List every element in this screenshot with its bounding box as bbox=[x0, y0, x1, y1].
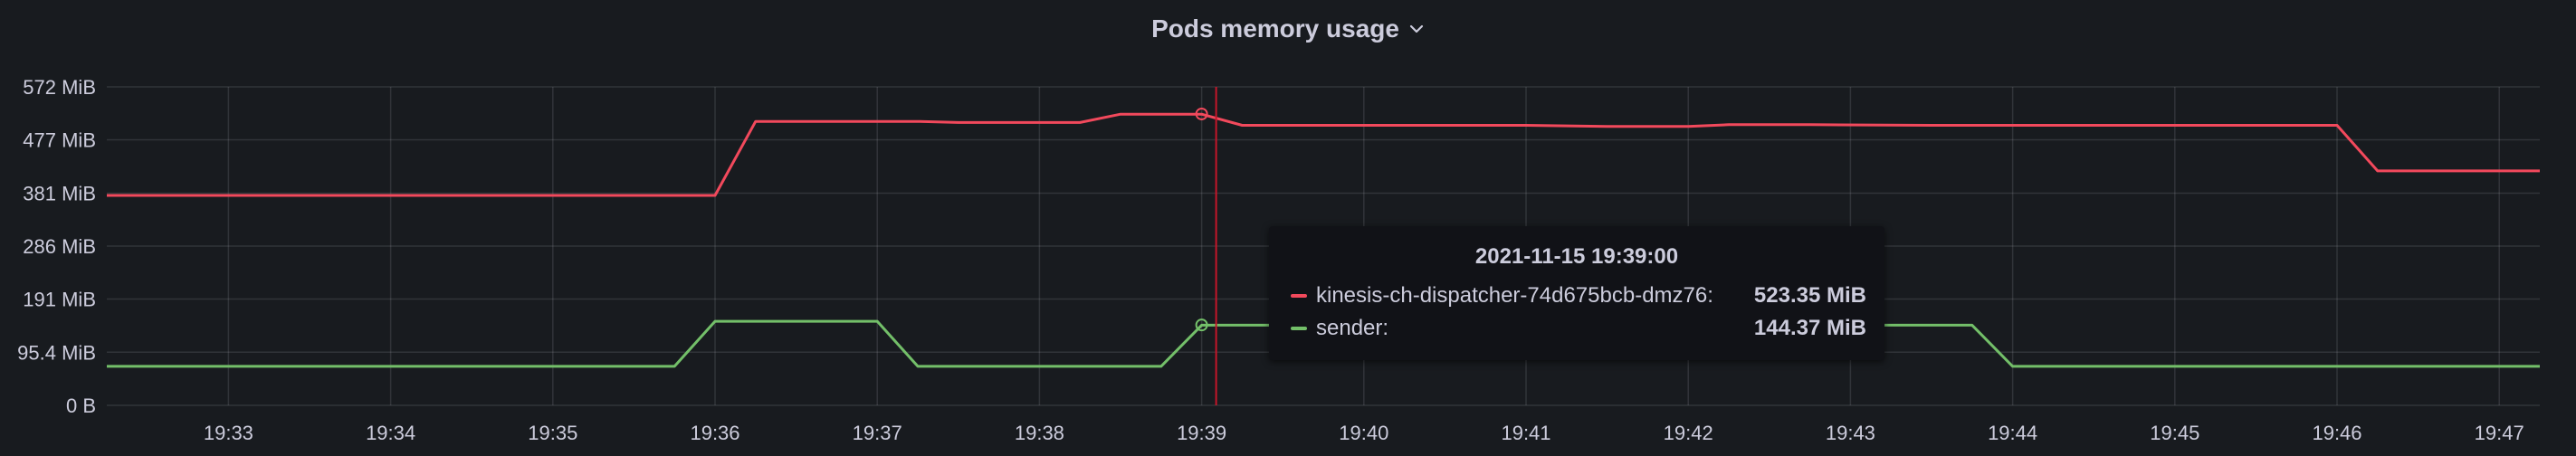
x-tick-label: 19:33 bbox=[204, 422, 253, 444]
x-tick-label: 19:46 bbox=[2312, 422, 2361, 444]
y-tick-label: 572 MiB bbox=[23, 76, 96, 99]
panel-title[interactable]: Pods memory usage bbox=[1151, 14, 1399, 43]
series-swatch-kinesis bbox=[1291, 294, 1307, 298]
y-tick-label: 0 B bbox=[66, 394, 96, 417]
hover-point bbox=[1195, 318, 1208, 332]
chevron-down-icon[interactable] bbox=[1408, 21, 1425, 37]
hover-crosshair bbox=[1195, 87, 1217, 405]
tooltip-row-sender: sender: 144.37 MiB bbox=[1291, 313, 1866, 344]
x-tick-label: 19:44 bbox=[1988, 422, 2037, 444]
hover-tooltip: 2021-11-15 19:39:00 kinesis-ch-dispatche… bbox=[1269, 226, 1884, 360]
tooltip-series-name: sender: bbox=[1316, 316, 1389, 340]
x-tick-label: 19:47 bbox=[2475, 422, 2524, 444]
series-line-kinesis bbox=[107, 112, 2540, 197]
tooltip-time: 2021-11-15 19:39:00 bbox=[1474, 244, 1679, 269]
hover-point bbox=[1195, 107, 1208, 120]
x-tick-label: 19:39 bbox=[1177, 422, 1226, 444]
x-tick-label: 19:45 bbox=[2150, 422, 2199, 444]
tooltip-series-value: 523.35 MiB bbox=[1753, 283, 1866, 308]
series-swatch-sender bbox=[1291, 327, 1307, 330]
x-tick-label: 19:41 bbox=[1501, 422, 1550, 444]
panel-header[interactable]: Pods memory usage bbox=[0, 9, 2576, 49]
x-tick-label: 19:35 bbox=[528, 422, 577, 444]
series-line-sender bbox=[107, 319, 2540, 368]
x-axis: 19:33 19:34 19:35 19:36 19:37 19:38 19:39 19:40… bbox=[204, 422, 2524, 444]
series-layer bbox=[107, 112, 2540, 368]
x-tick-label: 19:38 bbox=[1015, 422, 1064, 444]
y-axis: 0 B 95.4 MiB 191 MiB 286 MiB 381 MiB 477 MiB 5… bbox=[17, 76, 96, 417]
y-tick-label: 286 MiB bbox=[23, 235, 96, 258]
x-tick-label: 19:42 bbox=[1664, 422, 1713, 444]
y-tick-label: 477 MiB bbox=[23, 128, 96, 151]
y-tick-label: 95.4 MiB bbox=[17, 341, 96, 364]
tooltip-row-kinesis: kinesis-ch-dispatcher-74d675bcb-dmz76: 5… bbox=[1291, 280, 1866, 311]
y-tick-label: 381 MiB bbox=[23, 183, 96, 205]
x-tick-label: 19:34 bbox=[366, 422, 415, 444]
x-tick-label: 19:40 bbox=[1339, 422, 1388, 444]
y-tick-label: 191 MiB bbox=[23, 288, 96, 310]
tooltip-series-value: 144.37 MiB bbox=[1753, 316, 1866, 340]
x-tick-label: 19:37 bbox=[853, 422, 902, 444]
tooltip-series-name: kinesis-ch-dispatcher-74d675bcb-dmz76: bbox=[1316, 283, 1713, 308]
x-tick-label: 19:43 bbox=[1826, 422, 1875, 444]
x-tick-label: 19:36 bbox=[690, 422, 739, 444]
